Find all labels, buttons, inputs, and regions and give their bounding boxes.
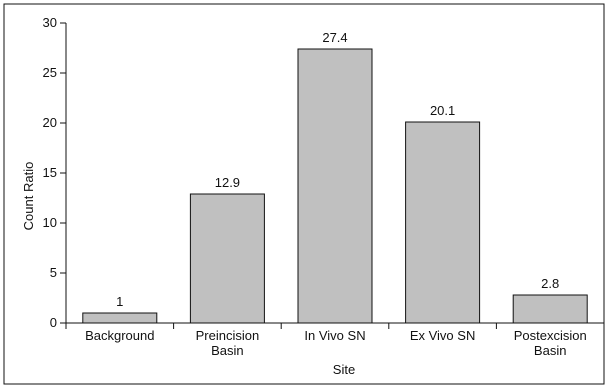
y-axis: 0 5 10 15 20 25 30	[43, 15, 67, 330]
y-tick-label: 5	[50, 265, 57, 280]
chart-frame	[3, 3, 605, 385]
x-axis: Background Preincision Basin In Vivo SN Ex V…	[65, 322, 605, 358]
x-tick-label: Ex Vivo SN	[410, 328, 476, 343]
bar-value-label: 1	[116, 294, 123, 309]
y-tick-label: 25	[43, 65, 57, 80]
x-axis-title: Site	[333, 362, 355, 377]
x-tick-label: Preincision Basin	[196, 328, 260, 358]
bar-value-label: 20.1	[430, 103, 455, 118]
bar-value-label: 27.4	[322, 30, 347, 45]
bar-value-label: 2.8	[541, 276, 559, 291]
y-axis-title: Count Ratio	[21, 162, 36, 231]
bar	[189, 193, 265, 324]
x-tick-label: Background	[85, 328, 154, 343]
y-tick-label: 0	[50, 315, 57, 330]
bar	[405, 121, 481, 324]
bar	[82, 312, 158, 324]
y-tick-label: 30	[43, 15, 57, 30]
x-tick-label: In Vivo SN	[304, 328, 365, 343]
bar	[297, 48, 373, 324]
bar-value-label: 12.9	[215, 175, 240, 190]
data-labels-group: 1 12.9 27.4 20.1 2.8	[116, 30, 559, 309]
x-tick-label: Postexcision Basin	[514, 328, 587, 358]
y-tick-label: 10	[43, 215, 57, 230]
y-tick-label: 15	[43, 165, 57, 180]
bars-group	[82, 48, 588, 324]
y-tick-label: 20	[43, 115, 57, 130]
bar	[512, 294, 588, 324]
